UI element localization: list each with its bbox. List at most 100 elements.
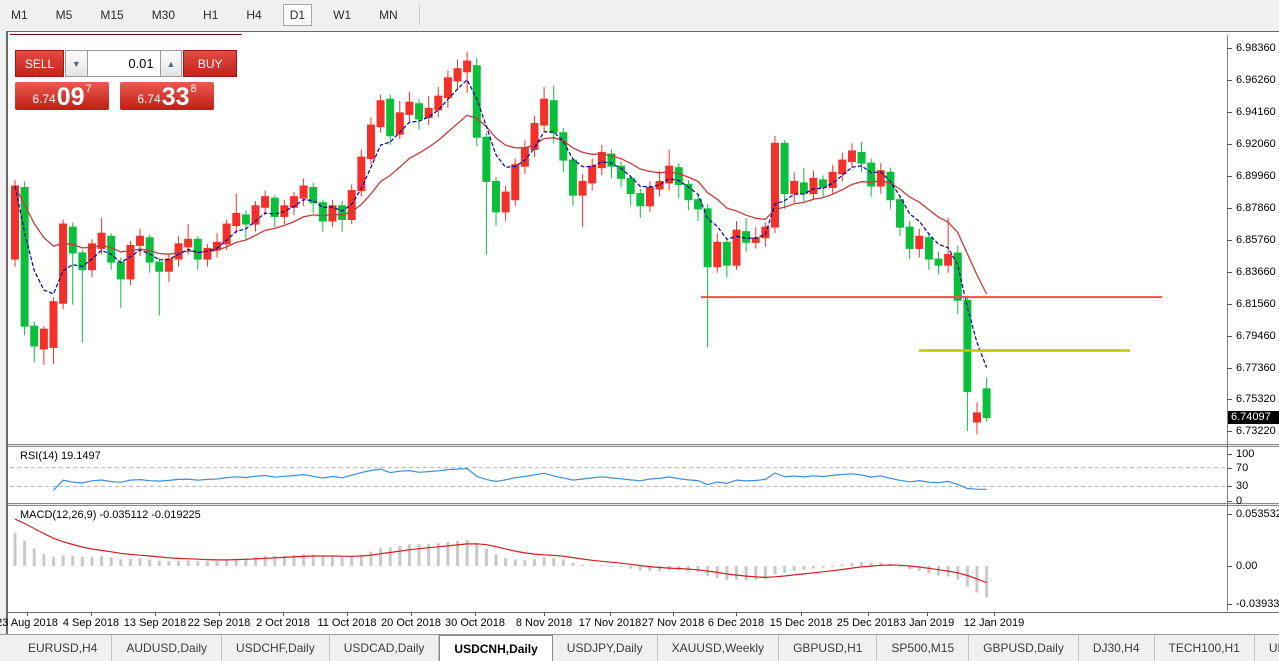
price-tick-label: 6.85760 [1236,233,1276,246]
candle-body [636,193,645,207]
timeframe-button-m15[interactable]: M15 [100,8,124,22]
macd-histogram-bar [831,566,835,567]
pane-splitter[interactable] [8,503,1279,506]
price-tick-label-tick [1227,398,1232,400]
tab-eurusd-h4[interactable]: EURUSD,H4 [14,635,113,661]
price-tick-label: 6.94160 [1236,105,1276,118]
macd-histogram-bar [350,556,354,566]
candle-body [982,388,991,419]
macd-histogram-bar [638,566,642,571]
chart-tabs-bar: EURUSD,H4 AUDUSD,Daily USDCHF,Daily USDCAD,… [0,634,1279,661]
volume-input[interactable] [87,50,160,77]
macd-tick-label-tick [1227,566,1232,567]
one-click-trade-panel: SELL ▼ ▲ BUY 6.74 09 7 6.74 33 8 [15,50,237,110]
macd-histogram-bar [417,544,421,566]
macd-histogram-bar [985,566,989,598]
macd-histogram-bar [263,555,267,566]
macd-histogram-bar [552,557,556,566]
tab-audusd-daily[interactable]: AUDUSD,Daily [112,635,223,661]
candle-body [20,187,29,327]
timeframe-button-h4[interactable]: H4 [246,8,262,22]
timeframe-button-m30[interactable]: M30 [151,8,176,22]
candle-body [424,107,433,118]
timeframe-button-d1[interactable]: D1 [282,4,313,26]
date-tick [610,613,611,616]
macd-histogram-bar [629,566,633,569]
tab-usdjpy-daily[interactable]: USDJPY,Daily [553,635,658,661]
macd-histogram-bar [90,556,94,566]
candle-body [944,254,953,266]
rsi-tick-label-tick [1227,500,1232,502]
candle-body [780,142,789,195]
tab-usdchf-daily[interactable]: USDCHF,Daily [222,635,330,661]
rsi-tick-label-tick [1227,486,1232,488]
date-tick [411,613,412,616]
candle-body [174,243,183,260]
candle-body [241,214,250,225]
rsi-tick-label: 30 [1236,480,1249,493]
candle-body [867,162,876,187]
timeframe-button-w1[interactable]: W1 [333,8,352,22]
tab-tech100-h1[interactable]: TECH100,H1 [1155,635,1255,661]
candle-body [472,65,481,138]
macd-histogram-bar [590,565,594,567]
tab-dj30-h4[interactable]: DJ30,H4 [1079,635,1155,661]
rsi-pane[interactable] [10,447,1227,503]
candle-body [530,123,539,150]
date-label: 27 Nov 2018 [641,617,705,629]
candle-body [819,179,828,189]
macd-histogram-bar [965,566,969,587]
toolbar-separator [418,5,420,25]
candle-body [193,238,202,260]
tab-xauusd-weekly[interactable]: XAUUSD,Weekly [658,635,780,661]
tab-gbpusd-h1[interactable]: GBPUSD,H1 [779,635,878,661]
sell-button[interactable]: SELL [15,50,64,77]
macd-histogram-bar [792,566,796,571]
candle-body [232,212,241,227]
tab-usdcad-daily[interactable]: USDCAD,Daily [330,635,440,661]
candle-body [155,261,164,272]
macd-histogram-bar [42,553,46,566]
sell-price-display[interactable]: 6.74 09 7 [15,82,109,110]
candle-body [703,208,712,268]
tab-ukoil-h1[interactable]: UKOil,H1 [1255,635,1279,661]
timeframe-button-mn[interactable]: MN [379,8,398,22]
candle-body [68,226,77,254]
buy-price-display[interactable]: 6.74 33 8 [120,82,214,110]
price-tick-label: 6.89960 [1236,169,1276,182]
candle-body [30,325,39,347]
pane-splitter[interactable] [8,444,1279,447]
timeframe-button-h1[interactable]: H1 [203,8,219,22]
volume-increase-button[interactable]: ▲ [159,50,183,77]
date-label: 30 Oct 2018 [445,617,505,629]
timeframe-button-m5[interactable]: M5 [55,8,73,22]
volume-decrease-button[interactable]: ▼ [64,50,88,77]
sell-price-base: 6.74 [32,92,56,106]
tab-sp500-m15[interactable]: SP500,M15 [877,635,970,661]
date-tick [91,613,92,616]
candle-body [49,301,58,348]
macd-histogram-bar [850,562,854,566]
candle-body [251,205,260,225]
candle-body [953,252,962,301]
price-tick-label: 6.77360 [1236,361,1276,374]
macd-histogram-bar [23,540,27,566]
tab-usdcnh-daily[interactable]: USDCNH,Daily [439,635,553,661]
price-tick-label-tick [1227,79,1232,81]
candle-body [78,252,87,271]
candle-body [722,241,731,266]
timeframe-button-m1[interactable]: M1 [11,8,28,22]
date-label: 6 Dec 2018 [707,617,765,629]
macd-histogram-bar [273,555,277,566]
macd-histogram-bar [321,555,325,566]
date-tick [801,613,802,616]
tab-gbpusd-daily[interactable]: GBPUSD,Daily [969,635,1079,661]
date-axis[interactable]: 23 Aug 2018 4 Sep 2018 13 Sep 2018 22 Sep 2… [0,612,1279,635]
price-tick-label-tick [1227,239,1232,241]
macd-pane[interactable] [10,506,1227,611]
macd-histogram-bar [427,543,431,566]
date-tick [27,613,28,616]
candle-body [588,165,597,184]
candle-body [578,180,587,196]
buy-button[interactable]: BUY [183,50,237,77]
